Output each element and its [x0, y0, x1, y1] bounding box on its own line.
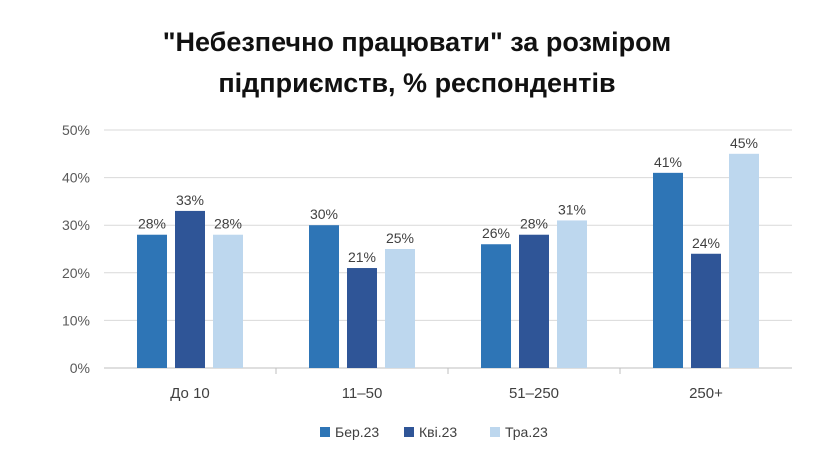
bar-value-label: 26% — [482, 225, 510, 241]
bar — [385, 249, 415, 368]
bar — [691, 253, 721, 368]
bar — [309, 225, 339, 368]
x-category-label: 11–50 — [342, 385, 383, 402]
bar-value-label: 30% — [310, 206, 338, 222]
bar-value-label: 24% — [692, 235, 720, 251]
bar — [213, 234, 243, 368]
bar — [557, 220, 587, 368]
bar — [729, 153, 759, 368]
legend-label: Бер.23 — [335, 424, 379, 440]
bar-value-label: 31% — [558, 201, 586, 217]
legend-swatch — [320, 427, 330, 437]
y-tick-label: 20% — [62, 265, 90, 281]
bar — [175, 210, 205, 368]
y-axis-ticks: 0% 10% 20% 30% 40% 50% — [62, 122, 90, 376]
bar — [137, 234, 167, 368]
x-axis-categories: До 10 11–50 51–250 250+ — [170, 368, 723, 402]
bar — [519, 234, 549, 368]
bars — [137, 153, 759, 368]
bar — [347, 268, 377, 368]
legend-swatch — [490, 427, 500, 437]
x-category-label: 250+ — [689, 385, 723, 402]
chart-title-line-1: "Небезпечно працювати" за розміром — [163, 27, 672, 57]
data-labels: 28% 33% 28% 30% 21% 25% 26% 28% 31% 41% 24% 45% — [138, 135, 758, 265]
y-tick-label: 50% — [62, 122, 90, 138]
bar-value-label: 25% — [386, 230, 414, 246]
y-tick-label: 0% — [70, 360, 90, 376]
bar-value-label: 21% — [348, 249, 376, 265]
x-category-label: 51–250 — [509, 385, 559, 402]
bar-value-label: 41% — [654, 154, 682, 170]
legend: Бер.23 Кві.23 Тра.23 — [320, 424, 548, 440]
x-category-label: До 10 — [170, 385, 210, 402]
bar-value-label: 28% — [520, 216, 548, 232]
y-tick-label: 40% — [62, 170, 90, 186]
gridlines — [104, 129, 792, 369]
bar — [653, 172, 683, 368]
bar-value-label: 28% — [214, 216, 242, 232]
bar-value-label: 28% — [138, 216, 166, 232]
bar-value-label: 45% — [730, 135, 758, 151]
legend-swatch — [404, 427, 414, 437]
bar — [481, 244, 511, 368]
y-tick-label: 10% — [62, 312, 90, 328]
y-tick-label: 30% — [62, 217, 90, 233]
chart-title-line-2: підприємств, % респондентів — [218, 68, 615, 98]
legend-label: Кві.23 — [419, 424, 457, 440]
bar-value-label: 33% — [176, 192, 204, 208]
legend-label: Тра.23 — [505, 424, 548, 440]
